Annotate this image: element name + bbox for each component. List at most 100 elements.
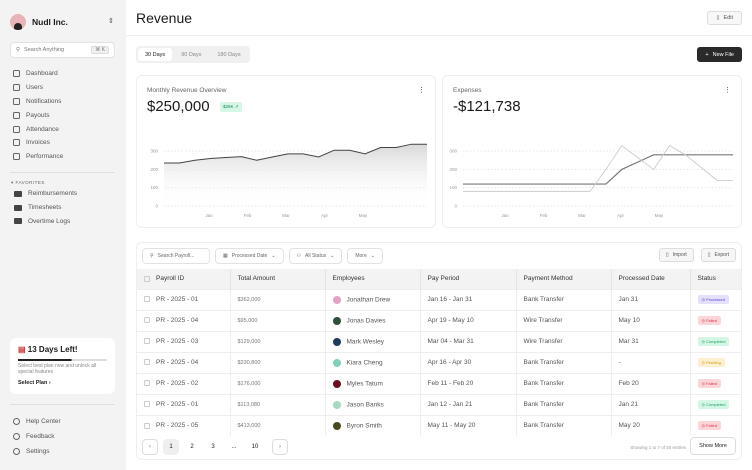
invoice-icon [13, 139, 20, 147]
status-badge: ◎ Failed [697, 421, 722, 431]
row-checkbox[interactable] [144, 422, 150, 429]
bell-icon [13, 97, 20, 105]
select-plan-link[interactable]: Select Plan › [18, 379, 51, 386]
sidebar-item-attendance[interactable]: Attendance [13, 122, 63, 136]
file-icon: ▯ [665, 252, 669, 258]
page-button[interactable]: 2 [190, 444, 194, 450]
chevron-down-icon: ⌄ [370, 253, 375, 259]
file-icon: ▯ [707, 252, 711, 258]
page-button[interactable]: 1 [163, 439, 179, 455]
row-checkbox[interactable] [144, 296, 150, 303]
sidebar-item-help-center[interactable]: Help Center [13, 414, 61, 429]
column-header[interactable]: Pay Period [420, 269, 517, 289]
payroll-id: PR - 2025 - 04 [156, 359, 199, 366]
divider [10, 172, 115, 173]
processed-date: Jan 31 [611, 288, 691, 310]
select-all-checkbox[interactable] [144, 275, 150, 282]
x-tick-label: Feb [540, 213, 548, 218]
feedback-icon [13, 433, 20, 440]
column-header[interactable]: Employees [325, 269, 421, 289]
import-button[interactable]: ▯ Import [658, 248, 694, 262]
sidebar-item-feedback[interactable]: Feedback [13, 429, 61, 444]
payroll-search-input[interactable]: ⚲ Search Payroll... [142, 248, 210, 264]
avatar [10, 14, 26, 30]
x-tick-label: May [359, 213, 368, 218]
table-row[interactable]: PR - 2025 - 01 $362,000 Jonathan Drew Ja… [137, 288, 741, 310]
table-row[interactable]: PR - 2025 - 04 $330,800 Kiara Cheng Apr … [137, 351, 741, 373]
chevron-up-down-icon[interactable]: ⇕ [108, 18, 114, 25]
pay-period: Jan 12 - Jan 21 [420, 393, 517, 415]
favorite-item[interactable]: Reimbursements [14, 187, 77, 201]
pay-period: Apr 19 - May 10 [420, 309, 517, 331]
pay-period: Mar 04 - Mar 31 [420, 330, 517, 352]
row-checkbox[interactable] [144, 338, 150, 345]
row-checkbox[interactable] [144, 401, 150, 408]
table-row[interactable]: PR - 2025 - 05 $413,000 Byron Smith May … [137, 414, 741, 436]
plan-card: ▤ 13 Days Left! Select best plan now and… [10, 338, 115, 394]
calendar-icon: ▦ [223, 253, 228, 259]
tab-180-days[interactable]: 180 Days [217, 51, 241, 58]
calendar-icon [13, 125, 20, 133]
total-amount: $176,000 [230, 372, 326, 394]
table-row[interactable]: PR - 2025 - 04 $95,000 Jonas Davies Apr … [137, 309, 741, 331]
tab-30-days[interactable]: 30 Days [138, 48, 173, 61]
org-switcher[interactable]: Nudl Inc. [10, 14, 68, 30]
show-more-button[interactable]: Show More [690, 437, 736, 455]
row-checkbox[interactable] [144, 317, 150, 324]
sidebar-item-performance[interactable]: Performance [13, 150, 63, 164]
more-filter[interactable]: More ⌄ [347, 248, 383, 264]
sidebar-item-dashboard[interactable]: Dashboard [13, 67, 63, 81]
payroll-id: PR - 2025 - 05 [156, 422, 199, 430]
sidebar-item-invoices[interactable]: Invoices [13, 136, 63, 150]
page-button[interactable]: 3 [211, 444, 215, 450]
column-header[interactable]: Total Amount [230, 269, 326, 289]
x-tick-label: Mar [578, 213, 586, 218]
plan-description: Select best plan now and unlock all spec… [18, 362, 97, 376]
y-tick-label: 100 [150, 185, 158, 190]
processed-date-filter[interactable]: ▦ Processed Date ⌄ [215, 248, 284, 264]
column-header[interactable]: Payroll ID [137, 269, 231, 289]
y-tick-label: 0 [454, 204, 457, 209]
series-line-series-b [463, 145, 733, 192]
table-row[interactable]: PR - 2025 - 02 $176,000 Myles Tatum Feb … [137, 372, 741, 394]
export-button[interactable]: ▯ Export [700, 248, 736, 262]
next-page-button[interactable]: › [272, 439, 288, 455]
table-row[interactable]: PR - 2025 - 03 $129,000 Mark Wesley Mar … [137, 330, 741, 352]
favorite-item[interactable]: Overtime Logs [14, 215, 77, 229]
x-tick-label: Apr [617, 213, 625, 218]
payment-method: Bank Transfer [516, 351, 612, 373]
column-header[interactable]: Payment Method [516, 269, 612, 289]
more-icon[interactable]: ⋮ [724, 87, 731, 94]
page-button[interactable]: 10 [251, 444, 259, 450]
row-checkbox[interactable] [144, 380, 150, 387]
panel-icon: ▯ [716, 15, 720, 21]
row-checkbox[interactable] [144, 359, 150, 366]
more-icon[interactable]: ⋮ [418, 87, 425, 94]
new-file-button[interactable]: + New File [697, 47, 742, 62]
sidebar-item-users[interactable]: Users [13, 81, 63, 95]
favorite-item[interactable]: Timesheets [14, 201, 77, 215]
sidebar-item-settings[interactable]: Settings [13, 444, 61, 459]
sidebar-item-payouts[interactable]: Payouts [13, 108, 63, 122]
processed-date: May 10 [611, 309, 691, 331]
chevron-down-icon: ⌄ [330, 253, 335, 259]
processed-date: Mar 31 [611, 330, 691, 352]
payment-method: Wire Transfer [516, 309, 612, 331]
payroll-id: PR - 2025 - 01 [156, 401, 199, 408]
column-header[interactable]: Processed Date [611, 269, 691, 289]
tab-90-days[interactable]: 90 Days [181, 51, 202, 58]
employee-name: Myles Tatum [346, 380, 383, 388]
sidebar-item-label: Attendance [26, 125, 59, 133]
sidebar-item-label: Settings [26, 448, 50, 455]
search-input[interactable]: ⚲ Search Anything ⌘ K [10, 42, 115, 58]
x-tick-label: Apr [321, 213, 329, 218]
edit-button[interactable]: ▯ Edit [707, 11, 742, 25]
prev-page-button[interactable]: ‹ [142, 439, 158, 455]
sidebar-item-label: Invoices [26, 139, 50, 147]
column-header[interactable]: Status [690, 269, 741, 289]
sidebar-item-notifications[interactable]: Notifications [13, 95, 63, 109]
pay-period: Apr 16 - Apr 30 [420, 351, 517, 373]
status-filter[interactable]: ⚇ All Status ⌄ [288, 248, 343, 264]
table-row[interactable]: PR - 2025 - 01 $113,080 Jason Banks Jan … [137, 393, 741, 415]
x-tick-label: Mar [282, 213, 290, 218]
